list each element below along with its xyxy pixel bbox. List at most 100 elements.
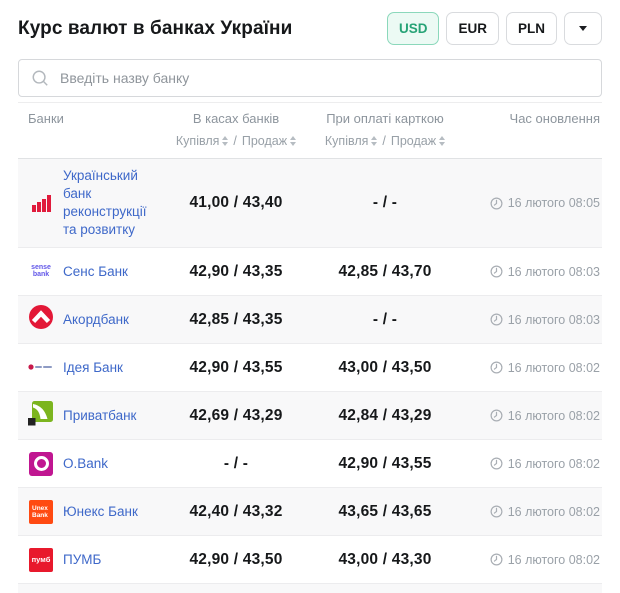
update-time-label: 16 лютого 08:02 (507, 504, 600, 519)
page-title: Курс валют в банках України (18, 17, 293, 39)
table-body: Український банк реконструкції та розвит… (18, 159, 602, 584)
bank-logo-slot (28, 400, 54, 431)
sell-label: Продаж (241, 134, 288, 148)
table-row-partial (18, 584, 602, 593)
clock-icon (490, 313, 503, 326)
update-time: 16 лютого 08:03 (458, 265, 602, 279)
update-time-label: 16 лютого 08:03 (507, 264, 600, 279)
bank-cell: Український банк реконструкції та розвит… (18, 167, 160, 239)
header: Курс валют в банках України USD EUR PLN (18, 0, 602, 45)
separator: / (382, 134, 386, 148)
currency-tab-usd[interactable]: USD (386, 12, 440, 45)
update-time: 16 лютого 08:02 (458, 505, 602, 519)
table-row: Ідея Банк 42,90 / 43,55 43,00 / 43,50 16… (18, 344, 602, 392)
update-time: 16 лютого 08:02 (458, 409, 602, 423)
sort-icon[interactable] (290, 136, 297, 146)
clock-icon (490, 505, 503, 518)
privatbank-logo (28, 400, 54, 431)
bank-logo-slot: sense bank (28, 264, 54, 278)
table-header: Банки В касах банків При оплаті карткою … (18, 102, 602, 159)
cash-rate: 42,90 / 43,50 (189, 550, 283, 568)
cash-rate: 42,69 / 43,29 (189, 406, 283, 424)
bank-link[interactable]: Український банк реконструкції та розвит… (63, 168, 147, 237)
bank-logo-slot (28, 359, 54, 377)
update-time: 16 лютого 08:05 (458, 196, 602, 210)
subheader-card: Купівля / Продаж (312, 134, 458, 148)
sell-label: Продаж (390, 134, 437, 148)
cash-rate: 42,90 / 43,35 (189, 262, 283, 280)
update-time: 16 лютого 08:02 (458, 361, 602, 375)
clock-icon (490, 457, 503, 470)
currency-tab-pln[interactable]: PLN (506, 12, 557, 45)
update-time: 16 лютого 08:02 (458, 553, 602, 567)
search-icon (32, 70, 48, 86)
cash-rate: 42,90 / 43,55 (189, 358, 283, 376)
bank-link[interactable]: Юнекс Банк (63, 503, 138, 519)
cash-rate: - / - (223, 454, 249, 472)
currency-tab-eur[interactable]: EUR (446, 12, 499, 45)
bank-logo-slot (28, 194, 54, 212)
card-rate: 43,65 / 43,65 (338, 502, 432, 520)
clock-icon (490, 265, 503, 278)
search-bar[interactable] (18, 59, 602, 97)
table-row: Акордбанк 42,85 / 43,35 - / - 16 лютого … (18, 296, 602, 344)
rates-table: Банки В касах банків При оплаті карткою … (18, 102, 602, 593)
buy-label: Купівля (175, 134, 220, 148)
table-row: Приватбанк 42,69 / 43,29 42,84 / 43,29 1… (18, 392, 602, 440)
card-rate: 42,90 / 43,55 (338, 454, 432, 472)
bank-cell: Акордбанк (18, 304, 160, 335)
bank-link[interactable]: O.Bank (63, 455, 109, 471)
table-row: sense bank Сенс Банк 42,90 / 43,35 42,85 … (18, 248, 602, 296)
table-row: Український банк реконструкції та розвит… (18, 159, 602, 248)
accordbank-logo (28, 304, 54, 335)
bank-cell: sense bank Сенс Банк (18, 263, 160, 281)
column-header-banks: Банки (28, 111, 64, 126)
update-time-label: 16 лютого 08:02 (507, 360, 600, 375)
obank-logo (29, 451, 53, 476)
bank-link[interactable]: ПУМБ (63, 551, 102, 567)
card-rate: 42,85 / 43,70 (338, 262, 432, 280)
update-time-label: 16 лютого 08:02 (507, 552, 600, 567)
buy-label: Купівля (324, 134, 369, 148)
chevron-down-icon (579, 26, 587, 31)
card-rate: 43,00 / 43,30 (338, 550, 432, 568)
table-row: O.Bank - / - 42,90 / 43,55 16 лютого 08:… (18, 440, 602, 488)
clock-icon (490, 197, 503, 209)
bank-cell: Ідея Банк (18, 359, 160, 377)
column-header-time: Час оновлення (509, 111, 600, 126)
column-header-card: При оплаті карткою (326, 111, 444, 126)
card-rate: - / - (372, 310, 398, 328)
update-time-label: 16 лютого 08:02 (507, 408, 600, 423)
card-rate: 42,84 / 43,29 (338, 406, 432, 424)
bank-link[interactable]: Приватбанк (63, 407, 137, 423)
update-time-label: 16 лютого 08:05 (507, 196, 600, 210)
clock-icon (490, 409, 503, 422)
sort-icon[interactable] (371, 136, 378, 146)
bank-cell: пумб ПУМБ (18, 547, 160, 572)
bank-cell: O.Bank (18, 451, 160, 476)
bank-link[interactable]: Акордбанк (63, 311, 129, 327)
bank-logo-slot (28, 304, 54, 335)
bank-logo-slot: пумб (28, 547, 54, 572)
bank-cell: Приватбанк (18, 400, 160, 431)
bank-cell: Unex Bank Юнекс Банк (18, 499, 160, 524)
bank-link[interactable]: Сенс Банк (63, 263, 128, 279)
clock-icon (490, 361, 503, 374)
cash-rate: 42,85 / 43,35 (189, 310, 283, 328)
bank-link[interactable]: Ідея Банк (63, 359, 123, 375)
sort-icon[interactable] (439, 136, 446, 146)
currency-tabs: USD EUR PLN (386, 12, 602, 45)
cash-rate: 42,40 / 43,32 (189, 502, 283, 520)
separator: / (233, 134, 237, 148)
table-row: пумб ПУМБ 42,90 / 43,50 43,00 / 43,30 16… (18, 536, 602, 584)
update-time: 16 лютого 08:02 (458, 457, 602, 471)
column-header-cash: В касах банків (192, 111, 280, 126)
pumb-logo: пумб (29, 547, 53, 572)
search-input[interactable] (58, 69, 589, 87)
sort-icon[interactable] (222, 136, 229, 146)
currency-dropdown-button[interactable] (564, 12, 602, 45)
update-time: 16 лютого 08:03 (458, 313, 602, 327)
cash-rate: 41,00 / 43,40 (189, 194, 283, 211)
table-row: Unex Bank Юнекс Банк 42,40 / 43,32 43,65 … (18, 488, 602, 536)
